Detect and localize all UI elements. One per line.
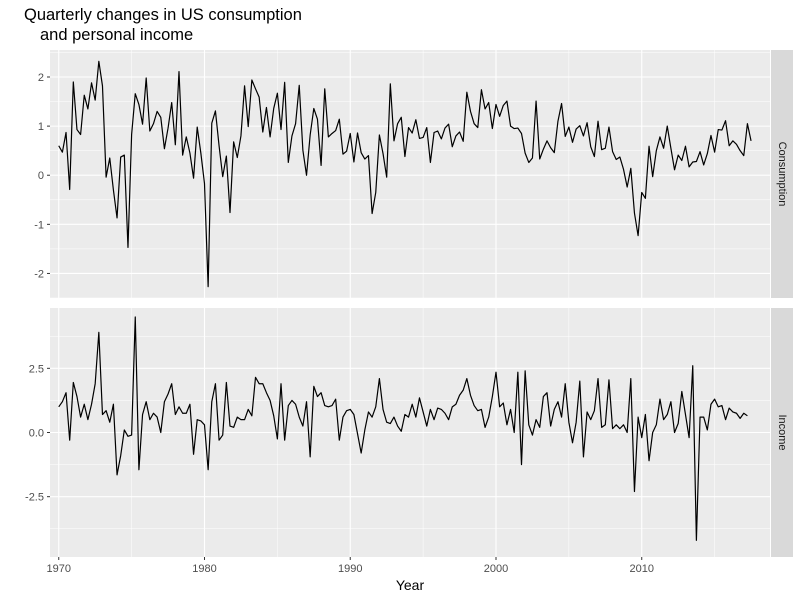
x-tick-label: 2000: [484, 563, 508, 575]
y-tick-label: -2: [34, 268, 44, 280]
x-tick-label: 1990: [338, 563, 362, 575]
chart-title-line2: and personal income: [40, 26, 194, 44]
facet-strip-consumption: [771, 50, 793, 298]
y-tick-label: 2: [38, 72, 44, 84]
y-tick-label: -2.5: [25, 492, 44, 504]
y-tick-label: -1: [34, 219, 44, 231]
x-tick-label: 2010: [629, 563, 653, 575]
panel-background-consumption: [50, 50, 770, 298]
facet-strip-label: Consumption: [776, 142, 788, 207]
y-tick-label: 2.5: [29, 363, 44, 375]
y-tick-label: 0: [38, 170, 44, 182]
facet-strip-label: Income: [776, 414, 788, 450]
y-tick-label: 1: [38, 121, 44, 133]
x-tick-label: 1970: [47, 563, 71, 575]
series-line-income: [58, 316, 748, 541]
facet-strip-income: [771, 308, 793, 557]
x-axis-title: Year: [396, 577, 425, 593]
x-tick-label: 1980: [192, 563, 216, 575]
y-tick-label: 0.0: [29, 428, 44, 440]
series-line-consumption: [58, 60, 752, 288]
chart-title: Quarterly changes in US consumption and …: [24, 5, 302, 45]
chart-title-line1: Quarterly changes in US consumption: [24, 6, 302, 24]
